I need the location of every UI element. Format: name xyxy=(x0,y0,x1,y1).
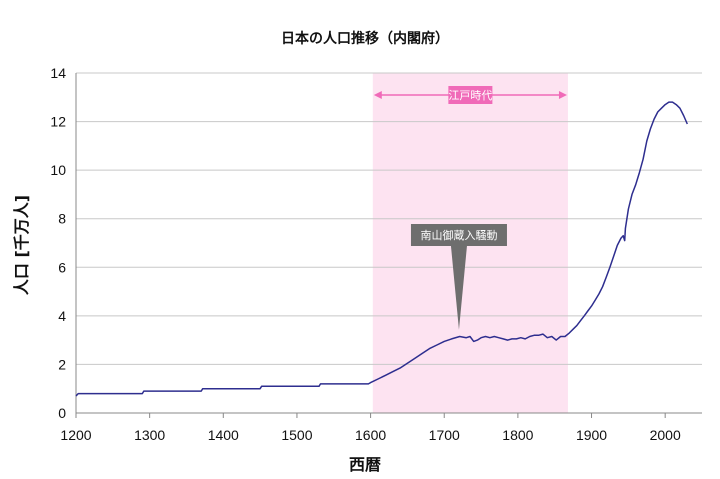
y-tick-label: 12 xyxy=(50,114,66,130)
x-tick-label: 1500 xyxy=(281,427,312,443)
x-tick-label: 1200 xyxy=(60,427,91,443)
annotation-pointer xyxy=(450,246,467,330)
x-tick-label: 1400 xyxy=(208,427,239,443)
y-tick-label: 0 xyxy=(58,405,66,421)
x-tick-label: 1600 xyxy=(355,427,386,443)
edo-period-label: 江戸時代 xyxy=(448,89,492,102)
y-tick-label: 4 xyxy=(58,308,66,324)
x-axis-label: 西暦 xyxy=(349,455,381,474)
x-tick-label: 1300 xyxy=(134,427,165,443)
axes: 0 2 4 6 8 10 12 14 1200 1300 1400 1500 1600 1700 1800 1… xyxy=(50,65,702,443)
y-tick-label: 2 xyxy=(58,356,66,372)
annotation-box xyxy=(410,224,507,246)
x-tick-label: 1700 xyxy=(429,427,460,443)
x-tick-label: 1900 xyxy=(576,427,607,443)
y-axis-label: 人口 [千万人] xyxy=(12,195,31,295)
chart-title: 日本の人口推移（内閣府） xyxy=(281,30,449,47)
y-tick-label: 8 xyxy=(58,211,66,227)
x-tick-label: 2000 xyxy=(650,427,681,443)
y-tick-label: 6 xyxy=(58,259,66,275)
y-tick-label: 14 xyxy=(50,65,66,81)
edo-period-arrow-right xyxy=(558,91,567,99)
edo-period-arrow-left xyxy=(373,91,382,99)
annotation-label: 南山御蔵入騒動 xyxy=(420,228,497,242)
population-series xyxy=(75,101,688,397)
edo-period-label-bg xyxy=(448,86,493,104)
annotation: 南山御蔵入騒動 xyxy=(410,224,507,330)
x-tick-label: 1800 xyxy=(502,427,533,443)
y-tick-label: 10 xyxy=(50,162,66,178)
population-line xyxy=(75,101,688,397)
